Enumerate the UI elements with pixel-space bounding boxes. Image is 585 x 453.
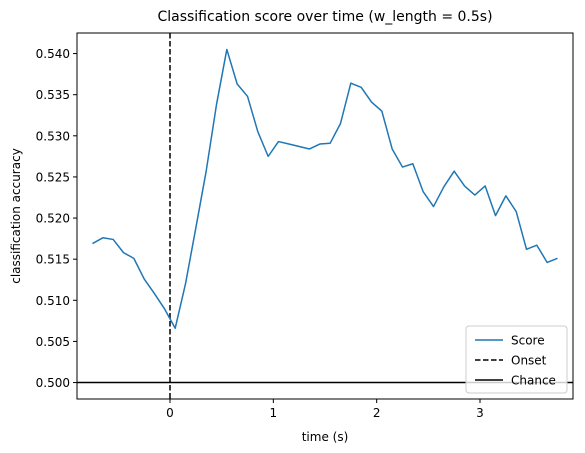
y-tick-label: 0.530	[36, 129, 70, 143]
legend: Score Onset Chance	[465, 325, 568, 394]
legend-label-score: Score	[511, 334, 545, 348]
x-tick-label: 0	[166, 406, 174, 420]
y-tick-label: 0.510	[36, 294, 70, 308]
x-tick-label: 3	[476, 406, 484, 420]
legend-label-onset: Onset	[511, 354, 547, 368]
y-tick-label: 0.520	[36, 212, 70, 226]
x-axis-label: time (s)	[302, 430, 349, 444]
y-tick-label: 0.535	[36, 88, 70, 102]
x-axis: 0 1 2 3	[166, 399, 484, 420]
axes-frame	[76, 32, 574, 400]
legend-label-chance: Chance	[511, 374, 556, 388]
series-line-score	[92, 48, 558, 330]
y-tick-label: 0.505	[36, 335, 70, 349]
y-tick-label: 0.540	[36, 47, 70, 61]
y-tick-label: 0.525	[36, 170, 70, 184]
x-tick-label: 1	[270, 406, 278, 420]
y-tick-label: 0.500	[36, 376, 70, 390]
y-tick-label: 0.515	[36, 253, 70, 267]
x-tick-label: 2	[373, 406, 381, 420]
legend-box	[465, 325, 568, 394]
y-axis-label: classification accuracy	[9, 148, 23, 284]
chart-title: Classification score over time (w_length…	[157, 9, 492, 25]
y-axis: 0.500 0.505 0.510 0.515 0.520 0.525 0.530 0.535…	[36, 47, 77, 390]
